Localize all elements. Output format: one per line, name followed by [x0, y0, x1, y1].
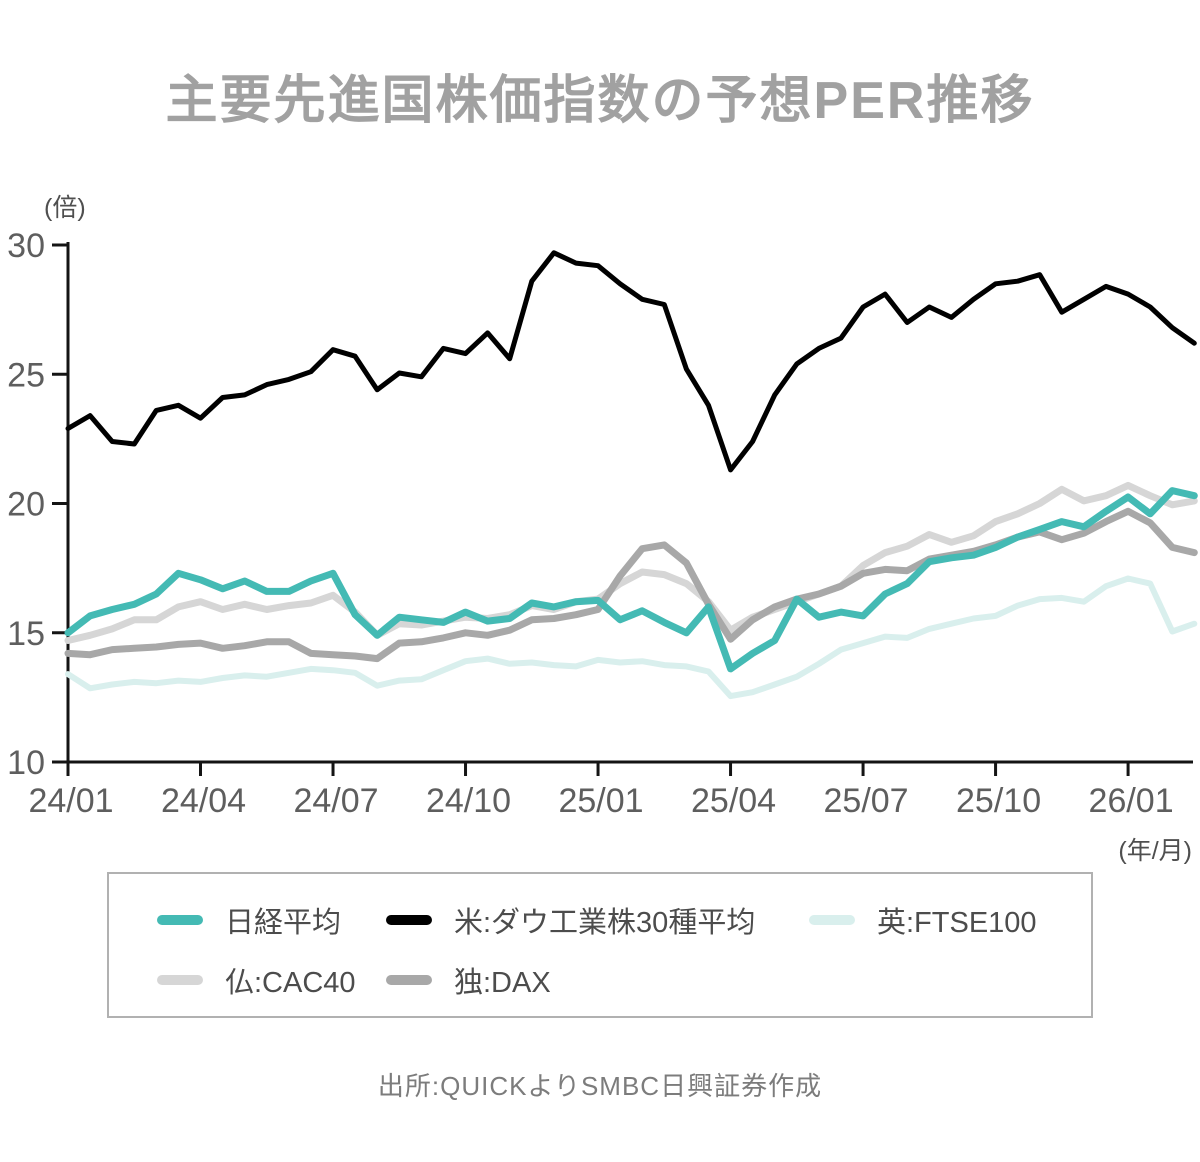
- svg-text:15: 15: [7, 615, 45, 653]
- legend-item-dow: 米:ダウ工業株30種平均: [386, 905, 755, 939]
- svg-text:25/04: 25/04: [691, 782, 776, 820]
- chart-title: 主要先進国株価指数の予想PER推移: [165, 72, 1035, 130]
- legend-item-nikkei: 日経平均: [157, 905, 341, 939]
- svg-text:24/01: 24/01: [28, 782, 113, 820]
- svg-text:20: 20: [7, 486, 45, 524]
- series-line-1: [65, 250, 1197, 473]
- svg-text:25: 25: [7, 356, 45, 394]
- legend-item-cac: 仏:CAC40: [157, 965, 356, 999]
- source-note: 出所:QUICKよりSMBC日興証券作成: [377, 1071, 823, 1101]
- series-line-2: [65, 575, 1198, 700]
- svg-text:25/07: 25/07: [824, 782, 909, 820]
- dax-line-swatch-icon: [386, 975, 432, 985]
- legend-label-cac: 仏:CAC40: [225, 967, 356, 999]
- svg-text:24/10: 24/10: [426, 782, 511, 820]
- svg-text:10: 10: [7, 744, 45, 782]
- legend-item-dax: 独:DAX: [386, 965, 551, 999]
- legend-label-ftse: 英:FTSE100: [877, 907, 1037, 939]
- chart-legend: 日経平均 米:ダウ工業株30種平均 英:FTSE100 仏:CAC40 独:DA…: [107, 872, 1093, 1018]
- x-axis-unit-label: (年/月): [1118, 837, 1192, 865]
- svg-text:25/10: 25/10: [956, 782, 1041, 820]
- svg-text:30: 30: [7, 227, 45, 265]
- legend-label-dow: 米:ダウ工業株30種平均: [454, 907, 756, 939]
- svg-text:26/01: 26/01: [1089, 782, 1174, 820]
- svg-text:24/07: 24/07: [293, 782, 378, 820]
- svg-text:24/04: 24/04: [161, 782, 246, 820]
- series-line-3: [64, 481, 1198, 644]
- series-line-0: [64, 487, 1198, 673]
- legend-label-nikkei: 日経平均: [225, 907, 342, 939]
- legend-label-dax: 独:DAX: [454, 967, 551, 999]
- dow-line-swatch-icon: [386, 915, 432, 925]
- cac-line-swatch-icon: [157, 975, 203, 985]
- legend-item-ftse: 英:FTSE100: [809, 905, 1037, 939]
- svg-text:25/01: 25/01: [558, 782, 643, 820]
- ftse-line-swatch-icon: [809, 915, 855, 925]
- y-axis-unit-label: (倍): [44, 194, 86, 222]
- nikkei-line-swatch-icon: [157, 915, 203, 925]
